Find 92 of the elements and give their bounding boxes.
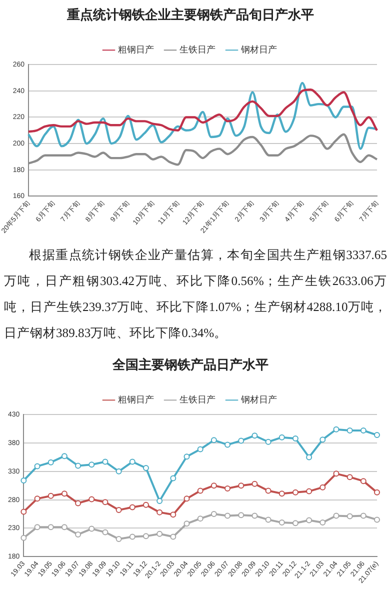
legend-label: 生铁日产	[179, 394, 216, 405]
point	[333, 426, 340, 432]
point	[333, 470, 340, 477]
point	[116, 536, 122, 542]
point	[278, 490, 285, 497]
point	[278, 520, 285, 526]
text: 根据重点统计钢铁企业产量估算，本旬全国共生产粗钢3337.65万吨，日产粗钢303.42万吨、环比下降0.56%；生产生铁2633.06万吨，日产生铁239.37万吨、环比下降1.07%；生产钢材4288.10万吨，日产钢材389.83万吨、环比下降0.34%。	[4, 247, 387, 342]
point	[142, 533, 149, 540]
chart-title: 重点统计钢铁企业主要钢铁产品旬日产水平	[66, 7, 314, 24]
point	[102, 529, 108, 536]
point	[142, 502, 149, 508]
point	[210, 482, 217, 489]
point	[102, 458, 108, 465]
point	[129, 504, 136, 510]
point	[129, 458, 136, 465]
point	[374, 432, 380, 438]
point	[129, 534, 136, 540]
point	[320, 436, 326, 443]
point	[292, 520, 298, 526]
point	[197, 516, 204, 522]
point	[224, 442, 231, 448]
point	[238, 482, 244, 489]
point	[170, 475, 176, 482]
legend-label: 粗钢日产	[118, 44, 154, 55]
point	[156, 530, 163, 537]
point	[20, 478, 27, 484]
point	[61, 453, 68, 460]
point	[224, 512, 231, 519]
point	[265, 438, 272, 445]
point	[20, 508, 27, 515]
legend-label: 粗钢日产	[118, 394, 154, 405]
legend-label: 生铁日产	[179, 44, 216, 55]
point	[346, 428, 353, 434]
point	[61, 524, 68, 530]
point	[184, 496, 190, 502]
legend-label: 钢材日产	[240, 394, 277, 405]
point	[292, 435, 298, 442]
point	[210, 437, 217, 444]
point	[265, 488, 272, 494]
point	[170, 512, 176, 518]
point	[360, 512, 366, 519]
point	[48, 492, 54, 499]
point	[224, 485, 231, 492]
point	[88, 496, 95, 502]
chart-title: 全国主要钢铁产品日产水平	[112, 357, 268, 374]
point	[197, 446, 204, 452]
point	[306, 517, 312, 524]
point	[306, 488, 312, 494]
point	[184, 520, 190, 527]
point	[48, 524, 54, 530]
point	[252, 512, 258, 519]
point	[333, 512, 340, 519]
point	[61, 490, 68, 497]
point	[75, 531, 82, 538]
point	[116, 468, 122, 474]
point	[238, 438, 244, 444]
point	[116, 507, 122, 514]
point	[360, 428, 366, 434]
point	[34, 524, 40, 530]
point	[320, 484, 326, 490]
point	[156, 509, 163, 516]
point	[346, 474, 353, 480]
point	[265, 516, 272, 523]
point	[278, 434, 285, 440]
point	[75, 462, 82, 469]
point	[306, 454, 312, 460]
point	[252, 480, 258, 487]
point	[360, 478, 366, 484]
point	[34, 463, 40, 470]
point	[75, 500, 82, 506]
point	[292, 489, 298, 496]
point	[142, 465, 149, 472]
point	[170, 534, 176, 540]
line-series	[27, 88, 378, 133]
point	[48, 459, 54, 466]
point	[238, 512, 244, 518]
point	[88, 462, 95, 468]
point	[88, 526, 95, 532]
point	[374, 516, 380, 523]
point	[156, 498, 163, 504]
line-series	[27, 82, 378, 150]
point	[252, 432, 258, 439]
point	[374, 489, 380, 496]
point	[20, 534, 27, 541]
point	[184, 454, 190, 460]
point	[210, 511, 217, 518]
point	[346, 513, 353, 520]
point	[34, 496, 40, 502]
point	[102, 499, 108, 506]
point	[320, 520, 326, 526]
legend-label: 钢材日产	[240, 44, 277, 55]
point	[197, 488, 204, 494]
